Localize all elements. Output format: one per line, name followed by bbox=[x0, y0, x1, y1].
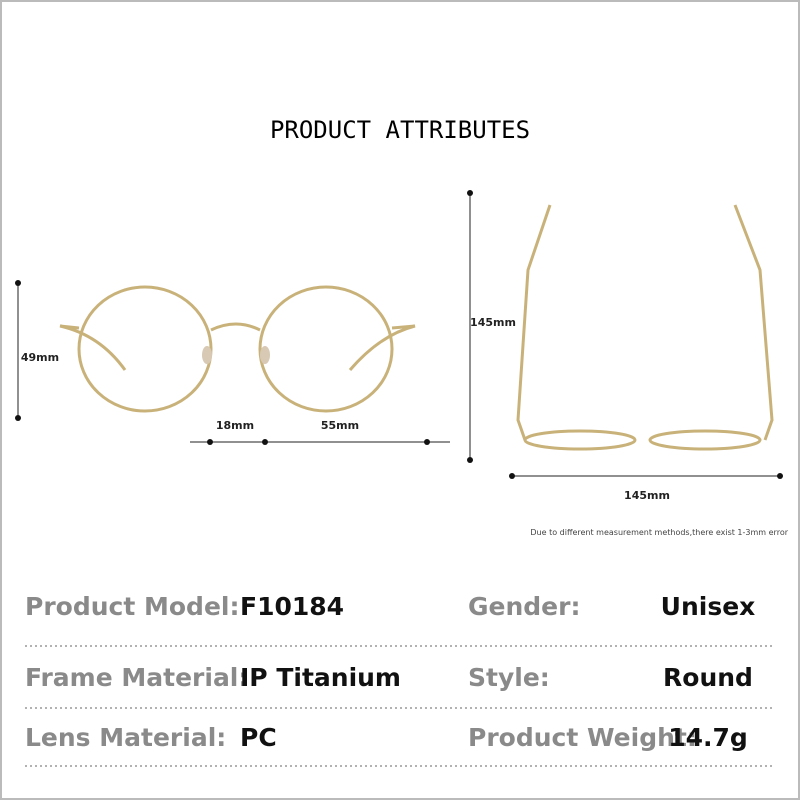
right-lens bbox=[258, 285, 394, 413]
attribute-label: Style: bbox=[468, 663, 550, 692]
dimension-label: 55mm bbox=[321, 419, 359, 432]
lens bbox=[523, 429, 637, 451]
front-view bbox=[59, 285, 416, 413]
right-temple bbox=[348, 324, 416, 371]
dimension-label: 145mm bbox=[470, 316, 516, 329]
attribute-value: IP Titanium bbox=[240, 663, 401, 692]
attribute-value: F10184 bbox=[240, 592, 344, 621]
nose-pad bbox=[202, 346, 212, 364]
top-view bbox=[516, 204, 774, 451]
dimension-dot bbox=[467, 190, 473, 196]
attribute-label: Product Model: bbox=[25, 592, 239, 621]
title: PRODUCT ATTRIBUTES bbox=[270, 116, 530, 144]
bridge bbox=[210, 322, 261, 332]
attribute-label: Lens Material: bbox=[25, 723, 226, 752]
attribute-label: Frame Material: bbox=[25, 663, 248, 692]
dimension-dot bbox=[207, 439, 213, 445]
left-lens bbox=[77, 285, 213, 413]
temple bbox=[733, 204, 774, 441]
dimension-dot bbox=[15, 280, 21, 286]
attributes: Product Model: F10184 Gender: Unisex Frame M… bbox=[25, 592, 775, 767]
temple bbox=[516, 204, 552, 441]
attribute-label: Gender: bbox=[468, 592, 580, 621]
dimension-dot bbox=[15, 415, 21, 421]
dimension-dot bbox=[262, 439, 268, 445]
dimension-dot bbox=[424, 439, 430, 445]
dimension-label: 49mm bbox=[21, 351, 59, 364]
attribute-value: Round bbox=[663, 663, 753, 692]
dimension-label: 145mm bbox=[624, 489, 670, 502]
left-temple bbox=[59, 324, 127, 371]
attribute-value: Unisex bbox=[661, 592, 756, 621]
attribute-value: PC bbox=[240, 723, 277, 752]
nose-pad bbox=[260, 346, 270, 364]
dimension-dot bbox=[467, 457, 473, 463]
dimension-dot bbox=[509, 473, 515, 479]
dimension-label: 18mm bbox=[216, 419, 254, 432]
lens bbox=[648, 429, 762, 451]
attribute-value: 14.7g bbox=[668, 723, 748, 752]
attribute-label: Product Weight: bbox=[468, 723, 697, 752]
note: Due to different measurement methods,the… bbox=[530, 528, 788, 537]
dimension-dot bbox=[777, 473, 783, 479]
